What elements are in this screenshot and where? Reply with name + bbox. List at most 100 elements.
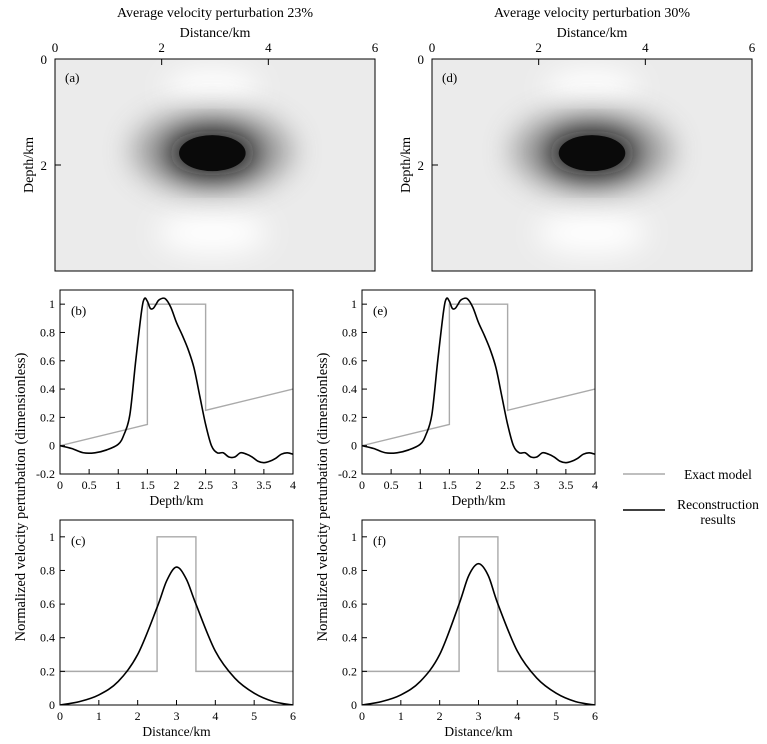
y-tick-label: 0.8 [40,563,55,577]
x-tick-label: 4 [212,709,218,723]
y-tick-label: 0.6 [342,597,357,611]
x-tick-label: 6 [749,40,756,55]
x-axis-label: Distance/km [142,724,211,739]
y-tick-label: -0.2 [36,467,55,481]
x-tick-label: 4 [642,40,649,55]
y-tick-label: 1 [351,297,357,311]
axes-frame [361,519,596,706]
y-tick-label: 0 [351,698,357,712]
x-tick-label: 0 [429,40,436,55]
heatmap-core [179,135,246,172]
line-panel-c: 0 1 2 3 4 5 6 0 0.2 0.4 0.6 0.8 1 Distance/km (c) [40,519,296,739]
x-tick-label: 3.5 [558,478,573,492]
legend-label: Reconstruction [677,497,759,512]
legend-item: Exact model [623,467,752,482]
y-tick-label: 0.2 [40,664,55,678]
x-tick-label: 4 [265,40,272,55]
reconstruction-line [362,562,595,705]
y-tick-label: 0.6 [342,354,357,368]
x-tick-label: 3 [476,709,482,723]
heatmap-core [558,135,626,172]
y-tick-label: 0.2 [342,410,357,424]
x-tick-label: 2.5 [198,478,213,492]
y-tick-label: 0.2 [40,410,55,424]
x-tick-label: 2.5 [500,478,515,492]
exact-model-line [362,303,595,447]
x-tick-label: 3 [174,709,180,723]
y-tick-label: -0.2 [338,467,357,481]
x-tick-label: 1 [96,709,102,723]
chart-title: Average velocity perturbation 30% [494,6,690,21]
x-tick-label: 0 [57,709,63,723]
exact-model-line [60,536,293,673]
x-tick-label: 3 [534,478,540,492]
y-tick-label: 0.4 [40,382,55,396]
x-tick-label: 4 [290,478,296,492]
axes-frame [59,519,294,706]
chart-title: Average velocity perturbation 23% [117,6,313,21]
x-tick-label: 2 [535,40,542,55]
x-tick-label: 2 [135,709,141,723]
x-tick-label: 1.5 [442,478,457,492]
x-tick-label: 3 [232,478,238,492]
y-tick-label: 1 [351,530,357,544]
x-tick-label: 0.5 [384,478,399,492]
panel-label: (e) [373,303,387,318]
x-tick-label: 2 [476,478,482,492]
x-tick-label: 0.5 [82,478,97,492]
axes-frame [361,289,596,475]
panel-label: (f) [373,533,386,548]
reconstruction-line [362,297,595,464]
legend-label: Exact model [684,467,752,482]
x-tick-label: 5 [251,709,257,723]
y-tick-label: 0.8 [40,325,55,339]
panel-label: (c) [71,533,85,548]
y-tick-label: 0.8 [342,325,357,339]
heatmap-light-lobe-bottom [536,211,648,255]
x-tick-label: 2 [174,478,180,492]
line-panel-f: 0 1 2 3 4 5 6 0 0.2 0.4 0.6 0.8 1 Distance/km (f) [342,519,598,739]
y-tick-label: 0.4 [342,382,357,396]
x-axis-label: Depth/km [452,493,506,508]
x-tick-label: 6 [592,709,598,723]
y-tick-label: 0.6 [40,354,55,368]
y-tick-label: 0.4 [40,631,55,645]
x-tick-label: 6 [372,40,379,55]
panel-label: (a) [65,70,79,85]
heatmap-panel-d: 0 2 4 6 0 2 Average velocity perturbation 30% D… [399,6,756,272]
y-tick-label: 1 [49,297,55,311]
y-tick-label: 2 [41,158,48,173]
line-panel-e: 0 0.5 1 1.5 2 2.5 3 3.5 4-0.200.20.40.60.81Depth… [338,289,598,508]
panel-label: (d) [442,70,457,85]
x-tick-label: 4 [514,709,520,723]
y-tick-label: 0 [49,698,55,712]
y-tick-label: 0 [41,52,48,67]
y-tick-label: 0 [49,439,55,453]
reconstruction-line [60,297,293,464]
panel-label: (b) [71,303,86,318]
x-axis-label: Distance/km [444,724,513,739]
x-tick-label: 2 [437,709,443,723]
x-tick-label: 0 [359,709,365,723]
x-tick-label: 0 [57,478,63,492]
line-panel-b: 0 0.5 1 1.5 2 2.5 3 3.5 4-0.200.20.40.60.81Depth… [36,289,296,508]
x-tick-label: 3.5 [256,478,271,492]
y-tick-label: 1 [49,530,55,544]
heatmap-panel-a: 0 2 4 6 0 2 Average velocity perturbation 23% D… [22,6,379,272]
y-tick-label: 0.8 [342,563,357,577]
reconstruction-line [60,566,293,705]
y-tick-label: 0.2 [342,664,357,678]
x-axis-label: Distance/km [557,26,628,41]
y-axis-label: Depth/km [399,137,414,193]
x-tick-label: 2 [158,40,165,55]
y-tick-label: 0.4 [342,631,357,645]
x-tick-label: 1 [115,478,121,492]
x-tick-label: 5 [553,709,559,723]
legend-label: results [700,512,735,527]
y-tick-label: 0.6 [40,597,55,611]
y-tick-label: 2 [418,158,425,173]
heatmap-light-lobe-top [165,69,260,108]
